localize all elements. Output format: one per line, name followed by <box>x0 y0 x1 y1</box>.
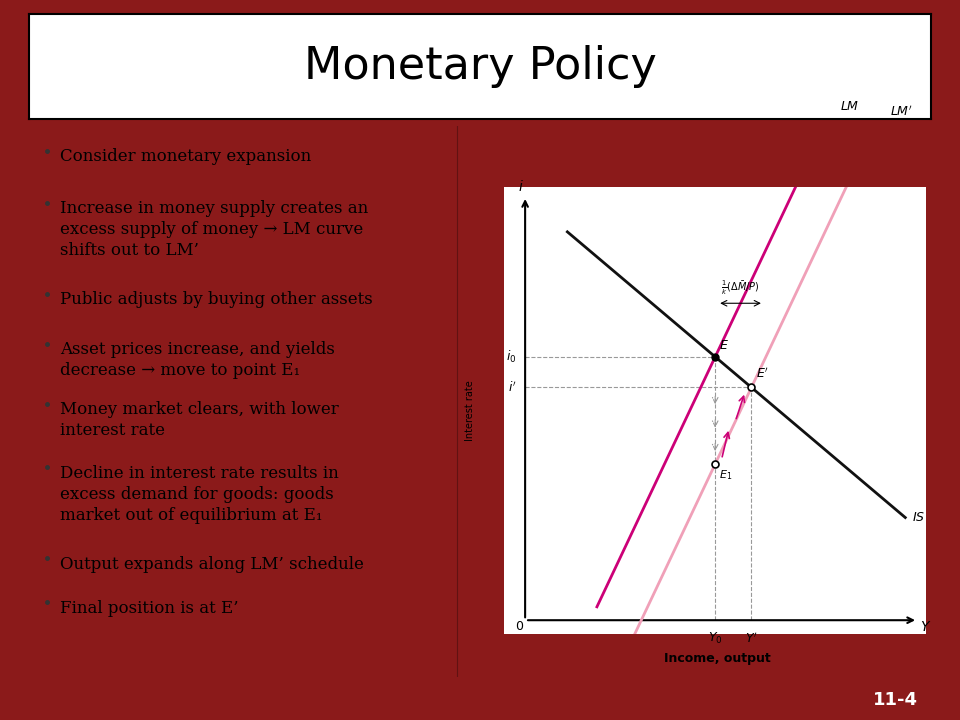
Text: Public adjusts by buying other assets: Public adjusts by buying other assets <box>60 292 373 308</box>
Text: $E$: $E$ <box>719 339 730 352</box>
Text: Monetary Policy: Monetary Policy <box>303 45 657 88</box>
Text: $IS$: $IS$ <box>912 511 924 524</box>
Text: $i_0$: $i_0$ <box>506 348 516 365</box>
Text: Output expands along LM’ schedule: Output expands along LM’ schedule <box>60 556 364 572</box>
Text: $Y_0$: $Y_0$ <box>708 631 723 647</box>
Text: $LM$: $LM$ <box>840 100 859 113</box>
Text: $\frac{1}{k}(\Delta\bar{M}/P)$: $\frac{1}{k}(\Delta\bar{M}/P)$ <box>721 279 759 297</box>
Text: Money market clears, with lower
interest rate: Money market clears, with lower interest… <box>60 402 339 439</box>
Text: Interest rate: Interest rate <box>466 380 475 441</box>
Text: 0: 0 <box>515 621 523 634</box>
Text: Decline in interest rate results in
excess demand for goods: goods
market out of: Decline in interest rate results in exce… <box>60 464 339 523</box>
Text: Final position is at E’: Final position is at E’ <box>60 600 239 617</box>
Text: Asset prices increase, and yields
decrease → move to point E₁: Asset prices increase, and yields decrea… <box>60 341 335 379</box>
Text: $i$: $i$ <box>518 179 524 194</box>
Text: Income, output: Income, output <box>663 652 771 665</box>
Text: $LM'$: $LM'$ <box>891 104 913 119</box>
Text: $E'$: $E'$ <box>756 366 769 381</box>
Text: Increase in money supply creates an
excess supply of money → LM curve
shifts out: Increase in money supply creates an exce… <box>60 200 369 259</box>
Text: 11-4: 11-4 <box>873 691 918 709</box>
Text: $Y$: $Y$ <box>920 620 931 634</box>
Text: $Y'$: $Y'$ <box>745 631 757 646</box>
Text: $i'$: $i'$ <box>508 380 516 395</box>
Text: Consider monetary expansion: Consider monetary expansion <box>60 148 312 165</box>
Text: $E_1$: $E_1$ <box>719 469 732 482</box>
